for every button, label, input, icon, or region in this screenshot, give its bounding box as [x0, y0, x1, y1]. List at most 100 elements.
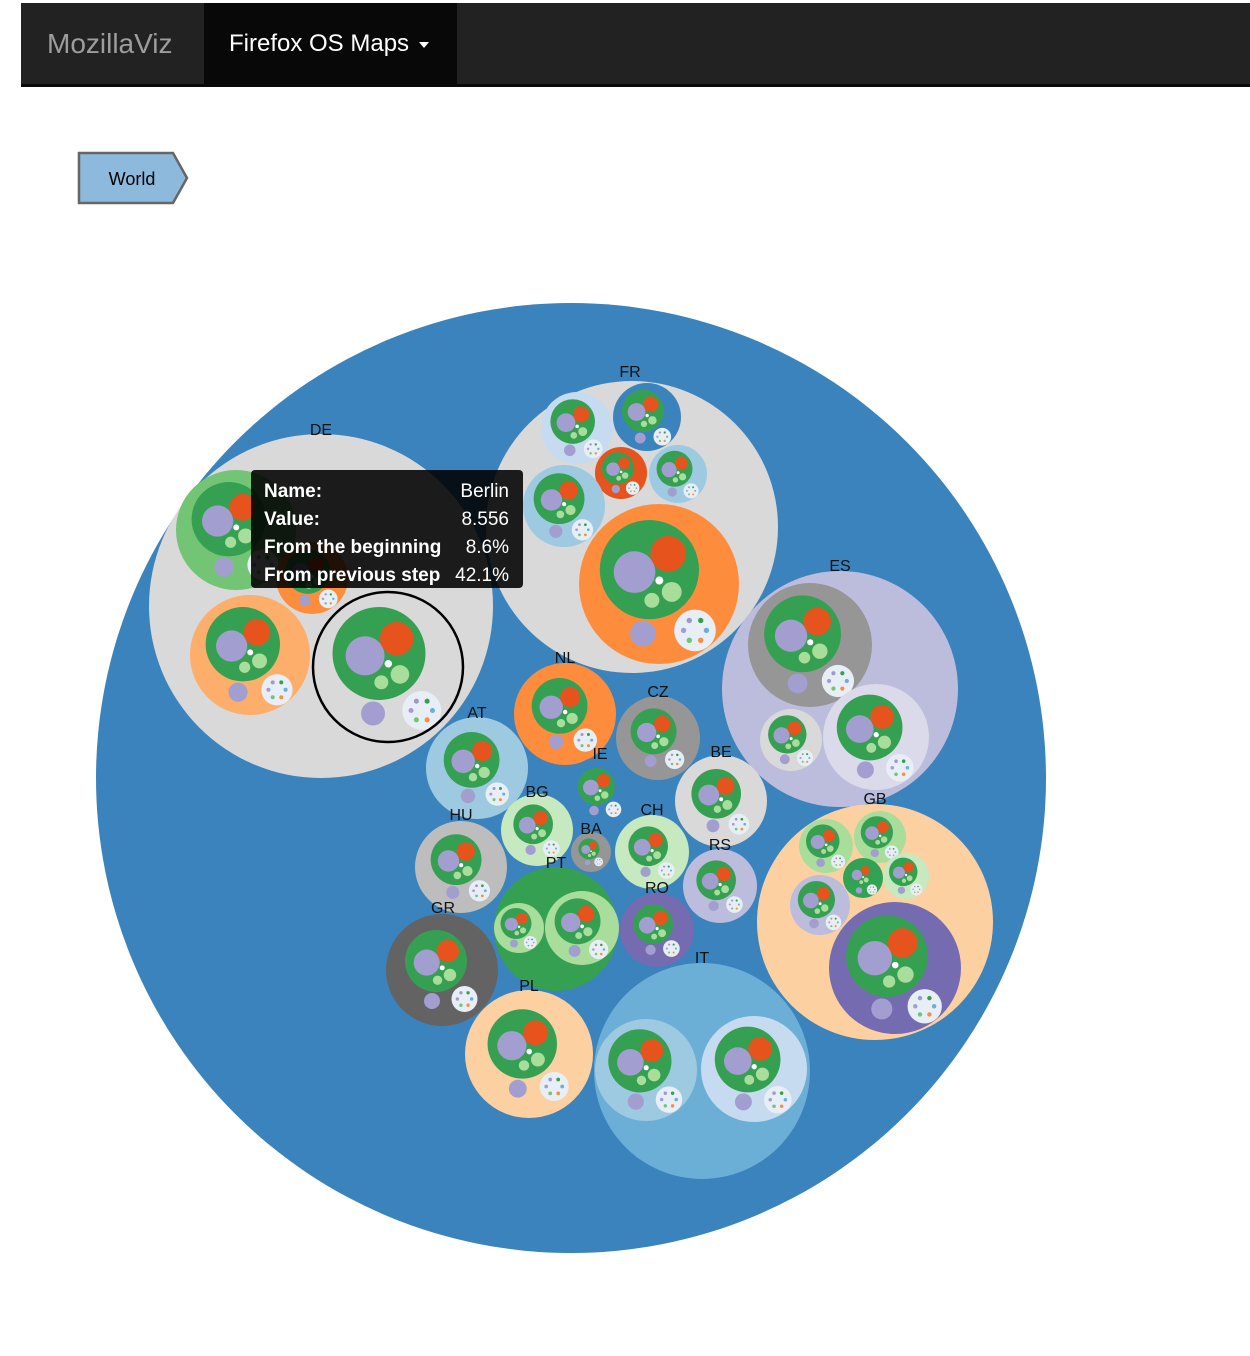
district-circle	[779, 754, 790, 765]
district-circle	[676, 762, 679, 766]
district-circle	[668, 951, 671, 954]
district-circle	[698, 617, 704, 624]
district-circle	[713, 805, 722, 813]
district-circle	[630, 620, 656, 647]
brand-logo[interactable]: MozillaViz	[47, 28, 173, 59]
district-circle	[608, 808, 611, 811]
district-circle	[570, 432, 578, 439]
tooltip-previous-label: From previous step	[264, 565, 441, 586]
district-circle	[803, 607, 832, 636]
district-circle	[865, 826, 879, 840]
tooltip-beginning-label: From the beginning	[264, 537, 442, 558]
tooltip-name-label: Name:	[264, 481, 323, 502]
district-circle	[785, 743, 792, 750]
district-circle	[787, 673, 808, 694]
district-circle	[610, 812, 613, 815]
district-circle	[740, 817, 744, 821]
district-circle	[610, 804, 613, 807]
district-circle	[627, 1093, 644, 1110]
district-circle	[596, 863, 599, 865]
district-circle	[912, 888, 914, 891]
district-circle	[698, 784, 720, 806]
district-circle	[594, 952, 598, 956]
district-circle	[840, 671, 845, 676]
district-circle	[755, 1067, 769, 1081]
district-circle	[523, 936, 537, 949]
district-circle	[826, 678, 832, 684]
district-circle	[806, 753, 809, 756]
district-circle	[568, 945, 581, 957]
district-circle	[533, 810, 548, 826]
breadcrumb-world[interactable]	[77, 151, 189, 205]
district-circle	[216, 630, 248, 662]
district-circle	[596, 859, 599, 861]
district-circle	[841, 860, 843, 863]
district-circle	[645, 944, 656, 955]
district-circle	[839, 864, 841, 866]
district-circle	[646, 855, 653, 862]
tooltip-name-value: Berlin	[460, 481, 509, 502]
district-circle	[640, 1039, 664, 1063]
district-circle	[640, 866, 651, 877]
district-circle	[653, 910, 668, 926]
district-circle	[601, 791, 609, 799]
district-circle	[606, 462, 620, 476]
district-circle	[538, 829, 547, 838]
district-circle	[402, 691, 442, 730]
district-circle	[466, 991, 470, 995]
district-circle	[617, 1049, 644, 1076]
country-label-gr: GR	[431, 900, 455, 917]
district-circle	[556, 1077, 561, 1082]
district-circle	[600, 861, 602, 863]
district-circle	[519, 927, 527, 934]
district-circle	[830, 925, 833, 928]
district-circle	[443, 968, 457, 982]
district-circle	[651, 933, 658, 940]
district-circle	[596, 773, 611, 788]
district-circle	[459, 1003, 463, 1007]
district-circle	[716, 776, 735, 795]
district-circle	[270, 680, 275, 685]
district-circle	[552, 851, 555, 854]
district-circle	[897, 886, 906, 894]
district-circle	[825, 914, 842, 931]
district-circle	[279, 695, 284, 700]
district-circle	[672, 951, 675, 954]
district-circle	[680, 627, 687, 634]
district-circle	[851, 869, 863, 881]
district-circle	[243, 618, 271, 646]
district-circle	[816, 886, 831, 901]
district-circle	[918, 888, 921, 891]
district-circle	[685, 489, 688, 492]
district-circle	[658, 431, 662, 434]
district-circle	[633, 490, 636, 493]
district-circle	[446, 885, 460, 899]
district-circle	[580, 744, 584, 748]
district-circle	[658, 929, 667, 938]
district-circle	[633, 838, 651, 856]
district-circle	[734, 1093, 752, 1111]
district-circle	[653, 427, 672, 446]
district-circle	[826, 845, 834, 853]
district-circle	[475, 894, 478, 898]
district-circle	[413, 949, 440, 976]
district-circle	[628, 487, 630, 489]
district-circle	[581, 845, 591, 854]
district-circle	[656, 435, 659, 438]
district-circle	[917, 885, 919, 888]
district-circle	[774, 619, 808, 652]
district-circle	[437, 850, 460, 872]
district-circle	[891, 961, 899, 969]
district-circle	[614, 812, 617, 815]
district-circle	[735, 907, 738, 910]
country-label-es: ES	[829, 558, 850, 575]
district-circle	[525, 844, 536, 855]
maps-dropdown[interactable]: Firefox OS Maps	[204, 3, 457, 84]
district-circle	[679, 473, 687, 481]
district-circle	[468, 880, 491, 902]
district-circle	[907, 989, 942, 1024]
district-circle	[901, 878, 907, 883]
district-circle	[432, 975, 443, 985]
district-circle	[667, 865, 670, 868]
highlighted-city-outline[interactable]	[311, 590, 465, 744]
